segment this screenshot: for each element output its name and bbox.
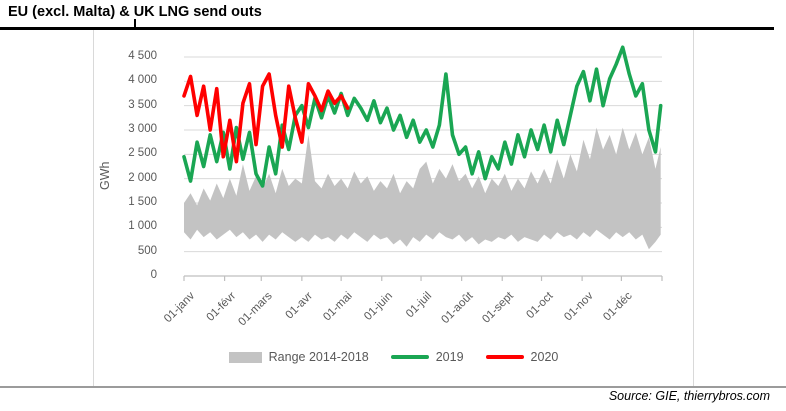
x-tick-label: 01-févr xyxy=(204,290,239,324)
x-tick-label: 01-janv xyxy=(162,290,198,326)
series-2019-line xyxy=(182,45,663,188)
plot-area xyxy=(182,45,663,281)
cell-border-tick xyxy=(134,19,136,27)
bottom-divider xyxy=(0,386,786,388)
x-tick-label: 01-déc xyxy=(601,290,635,324)
y-tick-label: 500 xyxy=(137,244,157,257)
x-tick-label: 01-mars xyxy=(236,290,275,329)
y-tick-label: 4 000 xyxy=(128,74,157,87)
x-tick-label: 01-sept xyxy=(480,290,516,326)
x-tick-label: 01-juil xyxy=(404,290,435,321)
y-tick-label: 4 500 xyxy=(128,50,157,62)
y-tick-label: 3 000 xyxy=(128,123,157,135)
y-tick-label: 0 xyxy=(150,269,157,281)
y-tick-label: 1 500 xyxy=(128,196,157,208)
series-2020-line xyxy=(182,72,350,164)
x-tick-label: 01-avr xyxy=(283,290,316,322)
chart-frame-right-border xyxy=(693,30,694,386)
legend-item-2020: 2020 xyxy=(485,350,559,364)
chart-title: EU (excl. Malta) & UK LNG send outs xyxy=(8,4,262,20)
line-2020-swatch xyxy=(485,355,524,359)
x-tick-label: 01-juin xyxy=(362,290,396,323)
x-tick-label: 01-nov xyxy=(562,290,596,324)
y-tick-label: 3 500 xyxy=(128,98,157,111)
legend-label-2019: 2019 xyxy=(435,350,464,364)
legend: Range 2014-2018 2019 2020 xyxy=(93,347,694,367)
legend-item-2019: 2019 xyxy=(390,350,464,364)
y-tick-label: 1 000 xyxy=(128,220,157,233)
x-tick-label: 01-oct xyxy=(523,290,556,322)
y-tick-label: 2 500 xyxy=(128,147,157,160)
y-tick-label: 2 000 xyxy=(128,171,157,184)
x-tick-label: 01-août xyxy=(439,290,476,327)
x-tick-label: 01-mai xyxy=(321,290,355,324)
line-2019-swatch xyxy=(390,355,429,359)
legend-item-range: Range 2014-2018 xyxy=(228,350,369,364)
range-band-swatch xyxy=(228,351,262,363)
legend-label-2020: 2020 xyxy=(530,350,559,364)
chart-frame-left-border xyxy=(93,30,94,386)
y-axis-title: GWh xyxy=(98,161,112,190)
range-2014-2018-band xyxy=(184,127,661,250)
title-underline xyxy=(0,27,774,30)
source-note: Source: GIE, thierrybros.com xyxy=(608,389,770,403)
legend-label-range: Range 2014-2018 xyxy=(268,350,369,364)
